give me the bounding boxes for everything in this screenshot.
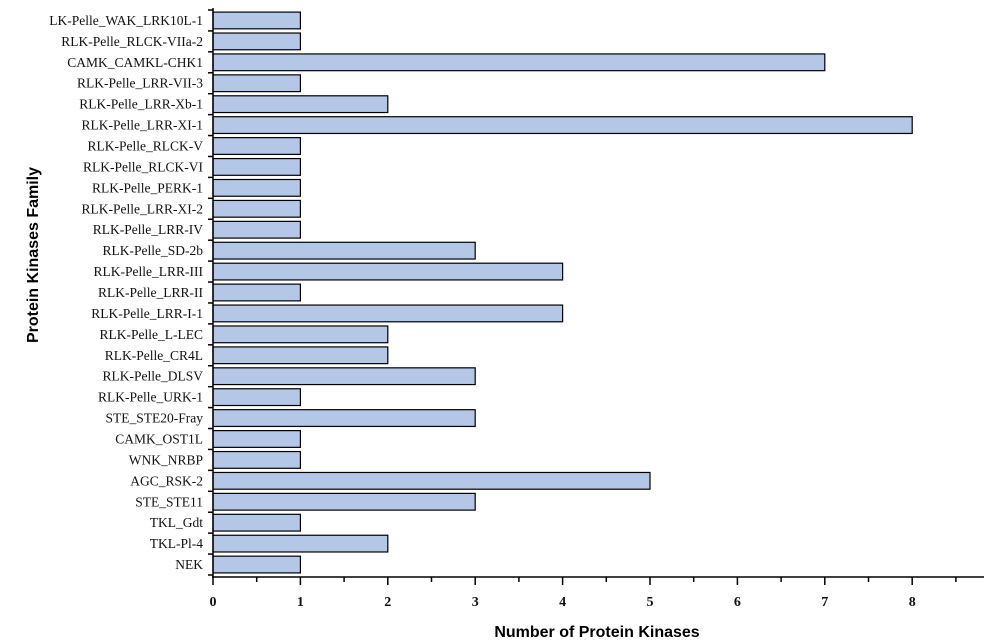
bar-19: [212, 409, 476, 428]
category-label: RLK-Pelle_LRR-VII-3: [77, 76, 203, 91]
category-label: TKL_Gdt: [150, 515, 203, 530]
category-label: RLK-Pelle_RLCK-VI: [83, 159, 203, 174]
category-label: CAMK_OST1L: [115, 431, 203, 446]
category-label: TKL-Pl-4: [150, 536, 203, 551]
category-label: RLK-Pelle_RLCK-VIIa-2: [61, 34, 203, 49]
category-label: RLK-Pelle_DLSV: [103, 369, 204, 384]
category-label: STE_STE11: [135, 494, 203, 509]
x-tick-label: 6: [734, 595, 741, 610]
category-label: RLK-Pelle_SD-2b: [103, 243, 204, 258]
x-tick-label: 3: [472, 595, 479, 610]
x-tick-label: 5: [647, 595, 654, 610]
bar-22: [212, 471, 651, 490]
bar-3: [212, 74, 302, 93]
bar-21: [212, 450, 302, 469]
bar-15: [212, 325, 389, 344]
category-label: CAMK_CAMKL-CHK1: [67, 55, 203, 70]
bar-12: [212, 262, 564, 281]
bar-8: [212, 178, 302, 197]
bar-5: [212, 116, 913, 135]
x-axis-ticks: [208, 9, 957, 585]
category-labels: LK-Pelle_WAK_LRK10L-1 RLK-Pelle_RLCK-VIIa…: [49, 13, 203, 572]
bar-17: [212, 367, 476, 386]
category-label: RLK-Pelle_LRR-I-1: [91, 306, 203, 321]
category-label: NEK: [175, 557, 203, 572]
category-label: RLK-Pelle_LRR-XI-1: [82, 118, 203, 133]
category-label: RLK-Pelle_URK-1: [98, 390, 203, 405]
category-label: AGC_RSK-2: [130, 473, 203, 488]
bar-6: [212, 137, 302, 155]
bar-24: [212, 513, 302, 532]
bar-14: [212, 304, 564, 323]
category-label: RLK-Pelle_RLCK-V: [88, 139, 204, 154]
bar-16: [212, 346, 389, 365]
category-label: RLK-Pelle_LRR-Xb-1: [79, 97, 203, 112]
bar-23: [212, 492, 476, 511]
bar-0: [212, 11, 302, 30]
category-label: RLK-Pelle_LRR-II: [98, 285, 203, 300]
x-tick-label: 7: [821, 595, 828, 610]
x-axis-tick-labels: 0 1 2 3 4 5 6 7 8: [210, 595, 916, 610]
bar-4: [212, 95, 389, 114]
bar-26: [212, 555, 302, 574]
category-label: RLK-Pelle_PERK-1: [92, 180, 203, 195]
bar-2: [212, 53, 826, 72]
x-tick-label: 8: [909, 595, 916, 610]
bar-1: [212, 32, 302, 51]
bar-25: [212, 534, 389, 553]
x-tick-label: 0: [210, 595, 217, 610]
x-axis-title: Number of Protein Kinases: [494, 624, 699, 641]
category-label: LK-Pelle_WAK_LRK10L-1: [49, 13, 203, 28]
category-label: RLK-Pelle_LRR-IV: [93, 222, 203, 237]
category-label: WNK_NRBP: [129, 452, 203, 467]
bar-20: [212, 430, 302, 448]
bar-10: [212, 220, 302, 239]
bar-18: [212, 388, 302, 407]
bar-7: [212, 157, 302, 176]
x-tick-label: 2: [384, 595, 391, 610]
category-label: STE_STE20-Fray: [106, 411, 204, 426]
bar-9: [212, 199, 302, 218]
x-tick-label: 1: [297, 595, 304, 610]
category-label: RLK-Pelle_LRR-III: [94, 264, 204, 279]
y-axis-title: Protein Kinases Family: [25, 167, 42, 343]
bars-group: [212, 11, 913, 574]
category-label: RLK-Pelle_CR4L: [105, 348, 203, 363]
category-label: RLK-Pelle_L-LEC: [100, 327, 203, 342]
x-tick-label: 4: [559, 595, 566, 610]
bar-11: [212, 241, 476, 260]
bar-13: [212, 283, 302, 302]
category-label: RLK-Pelle_LRR-XI-2: [82, 201, 203, 216]
